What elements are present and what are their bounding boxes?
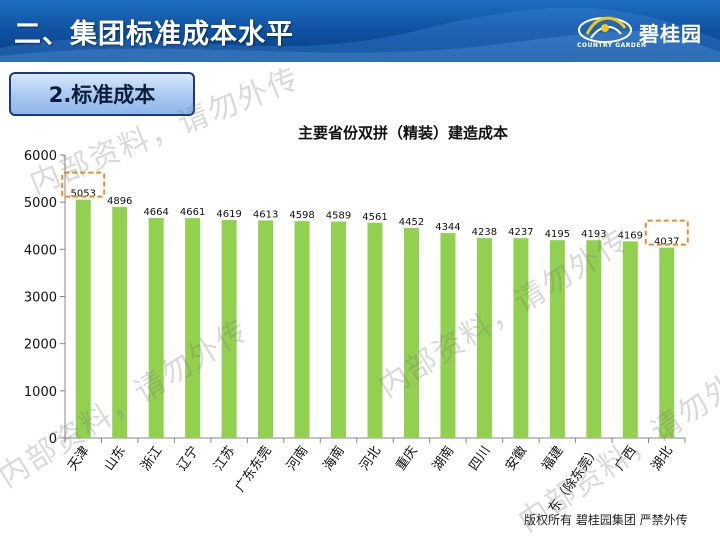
bar bbox=[476, 238, 492, 438]
x-tick-label: 海南 bbox=[320, 443, 348, 473]
data-label: 4664 bbox=[143, 207, 168, 218]
data-label: 4589 bbox=[326, 211, 351, 222]
y-tick-label: 1000 bbox=[24, 385, 57, 400]
x-tick-label: 河北 bbox=[357, 444, 384, 474]
copyright-footer: 版权所有 碧桂园集团 严禁外传 bbox=[524, 513, 688, 527]
bar bbox=[367, 222, 383, 438]
chart-bars bbox=[75, 199, 675, 438]
section-label-button: 2.标准成本 bbox=[9, 72, 195, 116]
x-tick-label: 福建 bbox=[539, 444, 566, 474]
y-tick-label: 3000 bbox=[24, 291, 57, 306]
data-label: 4598 bbox=[289, 210, 314, 221]
x-tick-label: 重庆 bbox=[393, 443, 421, 473]
x-tick-label: 江苏 bbox=[210, 443, 238, 473]
bar bbox=[513, 238, 529, 438]
y-tick-label: 4000 bbox=[24, 243, 57, 258]
x-tick-label: 广西 bbox=[612, 444, 639, 474]
data-label: 4195 bbox=[545, 229, 570, 240]
highlight-box bbox=[644, 219, 689, 246]
bar bbox=[403, 228, 419, 438]
x-tick-label: 四川 bbox=[466, 444, 493, 474]
data-label: 4561 bbox=[362, 212, 387, 223]
country-garden-logo-icon bbox=[578, 16, 632, 43]
header-wave-decoration bbox=[0, 7, 720, 62]
data-label: 5053 bbox=[71, 189, 96, 200]
bar bbox=[258, 220, 274, 438]
x-tick-label: 湖北 bbox=[649, 444, 676, 474]
x-tick-label: 广东东莞 bbox=[233, 444, 275, 495]
bar-chart: 主要省份双拼（精装）建造成本 5053 4896 4664 4661 4619 4613 4… bbox=[24, 124, 689, 510]
data-label: 4619 bbox=[216, 209, 241, 220]
x-tick-label: 浙江 bbox=[138, 444, 165, 474]
data-label: 4237 bbox=[508, 227, 533, 238]
x-tick-label: 山东 bbox=[102, 444, 129, 474]
bar bbox=[294, 221, 310, 438]
x-tick-label: 河南 bbox=[283, 443, 311, 473]
y-tick-label: 6000 bbox=[24, 149, 57, 164]
bar bbox=[112, 207, 128, 438]
bar bbox=[586, 240, 602, 438]
chart-y-tick-labels: 0 1000 2000 3000 4000 5000 6000 bbox=[24, 149, 57, 447]
data-label: 4344 bbox=[435, 222, 460, 233]
bar bbox=[549, 240, 565, 438]
x-tick-label: 天津 bbox=[65, 444, 92, 474]
company-logo: 碧桂园 COUNTRY GARDEN bbox=[575, 8, 715, 54]
header-bar: 二、集团标准成本水平 碧桂园 COUNTRY GARDEN bbox=[0, 0, 720, 62]
chart-title: 主要省份双拼（精装）建造成本 bbox=[298, 124, 508, 142]
data-label: 4452 bbox=[399, 217, 424, 228]
bar bbox=[148, 218, 164, 438]
y-tick-label: 2000 bbox=[24, 338, 57, 353]
highlight-box bbox=[61, 171, 106, 198]
bar bbox=[221, 220, 237, 438]
data-label: 4613 bbox=[253, 209, 278, 220]
logo-name: 碧桂园 bbox=[639, 22, 702, 46]
bar bbox=[659, 247, 675, 438]
data-label: 4037 bbox=[654, 237, 679, 248]
x-tick-label: 湖南 bbox=[429, 443, 457, 473]
logo-subtitle: COUNTRY GARDEN bbox=[577, 42, 647, 49]
data-label: 4169 bbox=[618, 230, 643, 241]
chart-highlight-boxes bbox=[61, 171, 689, 246]
data-label: 4661 bbox=[180, 207, 205, 218]
bar bbox=[331, 221, 347, 438]
data-label: 4896 bbox=[107, 196, 132, 207]
page-title: 二、集团标准成本水平 bbox=[14, 19, 294, 50]
x-tick-label: 辽宁 bbox=[174, 443, 202, 473]
data-label: 4238 bbox=[472, 227, 497, 238]
y-tick-label: 5000 bbox=[24, 196, 57, 211]
bar bbox=[440, 233, 456, 438]
chart-x-tick-labels: 天津 山东 浙江 辽宁 江苏广东东莞 河南 海南 河北 重庆 湖南 四川 安徽 福建广东（除东莞） 广西湖… bbox=[65, 443, 676, 510]
data-label: 4193 bbox=[581, 229, 606, 240]
bar bbox=[75, 199, 91, 438]
x-tick-label: 安徽 bbox=[503, 444, 530, 474]
bar bbox=[622, 241, 638, 438]
chart-data-labels: 5053 4896 4664 4661 4619 4613 4598 4589 4561 4452… bbox=[71, 189, 680, 248]
y-tick-label: 0 bbox=[49, 432, 57, 447]
bar bbox=[185, 218, 201, 438]
